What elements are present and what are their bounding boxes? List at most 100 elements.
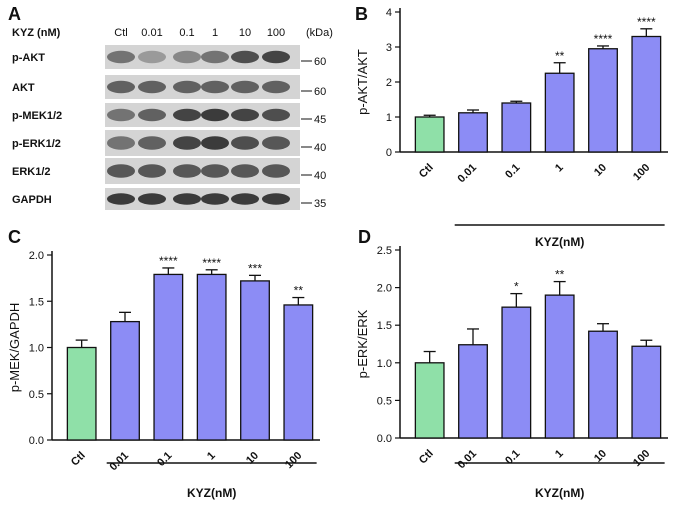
y-tick-label: 0.5 — [377, 395, 392, 407]
y-tick-label: 2.0 — [29, 250, 44, 262]
y-tick-label: 0.5 — [29, 389, 44, 401]
blot-band — [262, 80, 290, 94]
blot-row-p-erk1-2: p-ERK1/2 40 — [12, 130, 326, 156]
blot-band — [138, 50, 166, 64]
bar-ctl — [414, 116, 445, 153]
blot-header-label: KYZ (nM) — [12, 27, 61, 39]
significance-marker: ** — [555, 268, 565, 282]
blot-band — [138, 108, 166, 122]
blot-row-erk1-2: ERK1/2 40 — [12, 158, 326, 184]
blot-lane-100: 100 — [267, 27, 285, 39]
x-tick-label: 0.1 — [503, 448, 522, 467]
blot-row-label: p-AKT — [12, 52, 45, 64]
panel-letter-a: A — [8, 4, 21, 24]
x-group-label: KYZ(nM) — [535, 486, 584, 500]
chart-panel-c: C 0.0 0.5 1.0 1.5 2.0 p-MEK/GAPDH Ctl 0.01 **** 0… — [7, 227, 320, 500]
x-tick-label: 0.01 — [455, 448, 479, 472]
blot-row-p-akt: p-AKT 60 — [12, 45, 326, 69]
x-tick-label: 0.1 — [155, 450, 174, 469]
blot-lane-10: 10 — [239, 27, 251, 39]
blot-band — [231, 164, 259, 178]
x-tick-label: 1 — [553, 448, 566, 461]
y-tick-label: 0.0 — [29, 435, 44, 447]
y-tick-label: 2.5 — [377, 245, 392, 257]
y-tick-label: 1.0 — [377, 358, 392, 370]
kda-marker-label: 40 — [314, 170, 326, 182]
bar-1 — [544, 72, 575, 153]
blot-band — [173, 50, 201, 64]
y-axis-title: p-ERK/ERK — [355, 309, 370, 378]
x-group-label: KYZ(nM) — [535, 235, 584, 249]
blot-band — [262, 164, 290, 178]
y-tick-label: 1.5 — [29, 296, 44, 308]
kda-marker-label: 60 — [314, 56, 326, 68]
x-tick-label: Ctl — [69, 450, 88, 469]
blot-band — [201, 50, 229, 64]
significance-marker: **** — [637, 15, 656, 29]
bar-1 — [196, 273, 227, 441]
blot-band — [173, 80, 201, 94]
y-tick-label: 2.0 — [377, 283, 392, 295]
x-tick-label: Ctl — [417, 162, 436, 181]
blot-lane-0-1: 0.1 — [179, 27, 194, 39]
blot-band — [138, 193, 166, 205]
panel-letter-d: D — [358, 227, 371, 247]
blot-band — [231, 80, 259, 94]
blot-row-akt: AKT 60 — [12, 75, 326, 99]
bar-100 — [631, 35, 662, 153]
y-tick-label: 0.0 — [377, 433, 392, 445]
blot-band — [201, 193, 229, 205]
blot-band — [231, 50, 259, 64]
blot-band — [107, 80, 135, 94]
significance-marker: ** — [555, 49, 565, 63]
y-axis-title: p-MEK/GAPDH — [7, 303, 22, 393]
bar-0-1 — [501, 102, 532, 153]
blot-band — [262, 193, 290, 205]
blot-band — [201, 108, 229, 122]
bar-10 — [588, 330, 618, 439]
blot-row-p-mek1-2: p-MEK1/2 45 — [12, 103, 326, 127]
blot-band — [107, 108, 135, 122]
panel-letter-b: B — [355, 4, 368, 24]
blot-band — [231, 108, 259, 122]
blot-band — [231, 136, 259, 150]
bar-0-01 — [458, 344, 488, 439]
x-tick-label: 100 — [631, 448, 652, 469]
x-tick-label: 100 — [283, 450, 304, 471]
x-tick-label: 10 — [244, 450, 261, 467]
y-tick-label: 0 — [386, 147, 392, 159]
blot-band — [107, 164, 135, 178]
x-tick-label: 0.1 — [503, 162, 522, 181]
blot-row-label: GAPDH — [12, 194, 52, 206]
blot-lane-0-01: 0.01 — [141, 27, 162, 39]
kda-marker-label: 40 — [314, 142, 326, 154]
blot-band — [231, 193, 259, 205]
x-group-label: KYZ(nM) — [187, 486, 236, 500]
blot-band — [173, 136, 201, 150]
kda-marker-label: 35 — [314, 198, 326, 210]
y-tick-label: 3 — [386, 42, 392, 54]
kda-marker-label: 45 — [314, 114, 326, 126]
y-axis-title: p-AKT/AKT — [355, 49, 370, 115]
y-tick-label: 1.0 — [29, 343, 44, 355]
bar-0-1 — [153, 273, 184, 441]
x-tick-label: 10 — [592, 162, 609, 179]
significance-marker: **** — [202, 256, 221, 270]
blot-band — [138, 80, 166, 94]
blot-band — [262, 108, 290, 122]
blot-band — [107, 193, 135, 205]
bar-100 — [631, 345, 662, 439]
y-tick-label: 2 — [386, 77, 392, 89]
bar-ctl — [414, 362, 445, 439]
x-tick-label: Ctl — [417, 448, 436, 467]
x-tick-label: 0.01 — [107, 450, 131, 474]
blot-band — [173, 193, 201, 205]
blot-band — [262, 50, 290, 64]
y-tick-label: 1.5 — [377, 320, 392, 332]
y-tick-label: 4 — [386, 7, 392, 19]
blot-band — [201, 136, 229, 150]
blot-band — [173, 108, 201, 122]
panel-letter-c: C — [8, 227, 21, 247]
blot-lane-ctl: Ctl — [114, 27, 127, 39]
